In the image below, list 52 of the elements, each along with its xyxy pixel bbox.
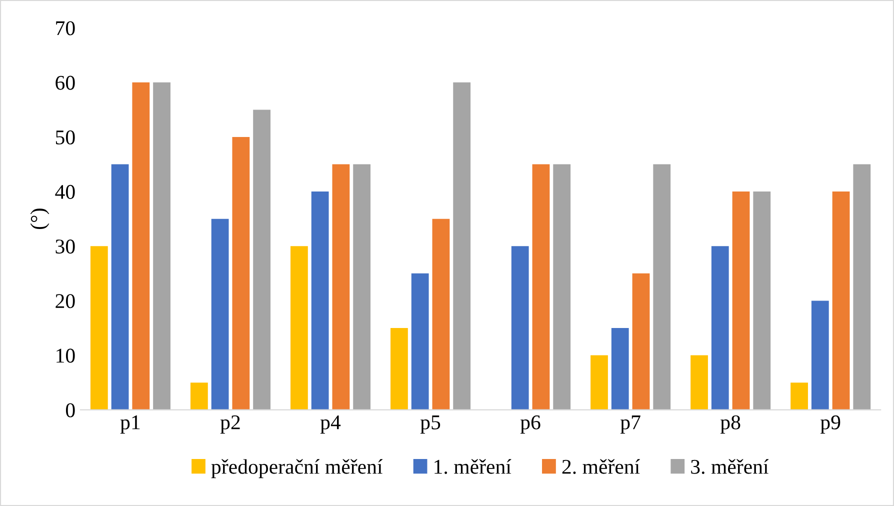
x-tick-label: p7 <box>620 416 640 434</box>
y-tick-label: 30 <box>56 240 75 254</box>
x-tick-label: p8 <box>720 415 740 434</box>
y-tick-label: 10 <box>56 348 75 363</box>
bar <box>711 246 729 410</box>
x-tick-label: p2 <box>220 415 240 434</box>
legend-label: 3. měření <box>691 459 769 474</box>
bar <box>811 300 829 410</box>
bar <box>532 164 550 410</box>
bar <box>190 382 208 410</box>
bar <box>611 328 629 410</box>
x-tick-label: p5 <box>420 416 440 434</box>
bar <box>690 355 708 410</box>
bar <box>632 273 650 410</box>
x-tick-label: p4 <box>320 415 341 434</box>
bar <box>253 110 270 410</box>
bar <box>90 246 108 410</box>
legend-label: 2. měření <box>562 459 640 474</box>
legend-label: 1. měření <box>434 459 512 474</box>
bar <box>590 355 608 410</box>
bar <box>511 246 529 410</box>
bar <box>232 136 250 410</box>
bar <box>211 218 229 410</box>
bar <box>290 246 308 410</box>
bar <box>132 82 150 410</box>
bar <box>553 164 571 410</box>
y-tick-label: 60 <box>56 76 75 90</box>
bar <box>390 328 408 410</box>
y-tick-label: 40 <box>55 184 75 199</box>
y-axis-title: (°) <box>30 208 50 230</box>
bar <box>732 192 750 410</box>
x-tick-label: p1 <box>120 415 140 434</box>
y-tick-label: 50 <box>56 130 75 144</box>
bar <box>153 82 170 410</box>
y-tick-label: 0 <box>66 403 75 418</box>
y-tick-label: 20 <box>56 294 75 308</box>
legend-label: předoperační měření <box>211 459 383 478</box>
bar <box>790 382 808 410</box>
bar <box>832 192 850 410</box>
bar <box>411 273 429 410</box>
bar <box>453 82 471 410</box>
bar <box>853 164 871 410</box>
bar <box>753 192 771 410</box>
x-tick-label: p9 <box>820 415 840 434</box>
x-tick-label: p6 <box>520 415 540 434</box>
bar <box>432 218 450 410</box>
bar <box>353 164 371 410</box>
bar <box>311 192 329 410</box>
bar <box>332 164 350 410</box>
y-tick-label: 70 <box>56 21 75 36</box>
bar <box>653 164 671 410</box>
bar <box>111 164 129 410</box>
